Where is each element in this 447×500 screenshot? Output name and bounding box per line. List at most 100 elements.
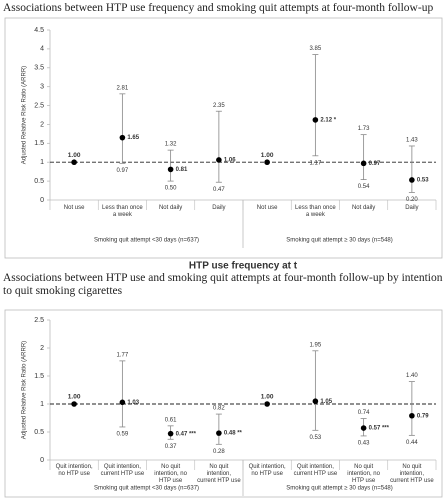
y-tick-label: 1.5	[34, 140, 44, 147]
y-tick-label: 2.5	[34, 102, 44, 109]
y-axis-title: Adjusted Relative Risk Ratio (ARRR)	[22, 341, 28, 439]
point	[216, 430, 222, 436]
x-tick-label: No quit intention, no HTP use	[154, 464, 187, 484]
x-tick-label: Quit intention, no HTP use	[55, 464, 93, 477]
value-label: 0.47 ***	[176, 431, 197, 437]
lower-label: 0.97	[117, 168, 129, 174]
value-label: 1.00	[68, 152, 81, 159]
upper-label: 2.35	[213, 103, 225, 109]
upper-label: 2.81	[117, 85, 129, 91]
y-tick-label: 2	[40, 345, 44, 352]
value-label: 0.81	[176, 167, 188, 173]
value-label: 1.65	[127, 135, 139, 141]
y-tick-label: 2	[40, 121, 44, 128]
lower-label: 0.54	[358, 184, 370, 190]
lower-label: 0.28	[213, 449, 225, 455]
upper-label: 0.74	[358, 410, 370, 416]
value-label: 0.48 **	[224, 431, 243, 437]
x-tick-label: Not use	[256, 205, 278, 211]
x-tick-label: No quit intention, current HTP use	[390, 464, 434, 484]
point	[312, 117, 319, 123]
group-label: Smoking quit attempt <30 days (n=637)	[94, 486, 199, 492]
upper-label: 0.82	[213, 406, 225, 412]
y-tick-label: 4	[40, 46, 44, 53]
lower-label: 0.59	[117, 432, 129, 438]
upper-label: 3.85	[310, 46, 322, 52]
x-tick-label: Quit intention, current HTP use	[293, 464, 338, 477]
value-label: 1.03	[127, 400, 139, 406]
point	[167, 430, 174, 437]
point	[71, 401, 77, 407]
y-tick-label: 0	[40, 197, 44, 204]
value-label: 0.53	[417, 178, 429, 184]
upper-label: 1.40	[406, 373, 418, 379]
lower-label: 0.47	[213, 187, 225, 193]
lower-label: 0.43	[358, 440, 370, 446]
x-tick-label: Not daily	[351, 205, 376, 211]
group-label: Smoking quit attempt <30 days (n=637)	[94, 238, 199, 244]
lower-label: 0.53	[310, 435, 322, 441]
value-label: 0.79	[417, 413, 429, 419]
value-label: 1.00	[261, 394, 274, 401]
x-tick-label: No quit intention, no HTP use	[347, 464, 380, 484]
group-label: Smoking quit attempt ≥ 30 days (n=548)	[286, 238, 393, 244]
upper-label: 1.43	[406, 138, 418, 144]
frame	[4, 309, 443, 498]
y-tick-label: 1	[40, 401, 44, 408]
upper-label: 0.61	[165, 417, 177, 423]
point	[264, 401, 270, 407]
upper-label: 1.32	[165, 142, 177, 148]
point	[409, 412, 415, 419]
y-tick-label: 3.5	[34, 65, 44, 72]
point	[360, 160, 367, 167]
upper-label: 1.95	[310, 342, 322, 348]
lower-label: 0.50	[165, 186, 177, 192]
lower-label: 1.17	[310, 160, 322, 166]
x-tick-label: Less than once a week	[295, 205, 336, 218]
point	[216, 157, 222, 163]
lower-label: 0.44	[406, 440, 418, 446]
point	[71, 159, 77, 166]
y-tick-label: 4.5	[34, 27, 44, 34]
chart-title: Associations between HTP use frequency a…	[3, 2, 434, 14]
value-label: 0.57 ***	[369, 426, 390, 432]
point	[409, 177, 415, 183]
x-tick-label: Quit intention, no HTP use	[248, 464, 286, 477]
x-tick-label: Daily	[405, 205, 419, 211]
point	[119, 399, 126, 406]
y-tick-label: 2.5	[34, 317, 44, 324]
x-axis-title: HTP use frequency at t	[189, 261, 298, 272]
y-tick-label: 0.5	[34, 429, 44, 436]
value-label: 1.05	[320, 399, 332, 405]
value-label: 2.12 *	[320, 117, 336, 123]
upper-label: 1.73	[358, 126, 370, 132]
x-tick-label: Quit intention, current HTP use	[100, 464, 145, 477]
y-tick-label: 1	[40, 159, 44, 166]
point	[264, 159, 270, 166]
y-axis-title: Adjusted Relative Risk Ratio (ARRR)	[22, 66, 28, 164]
frame	[4, 17, 443, 259]
point	[119, 134, 126, 141]
x-tick-label: No quit intention, current HTP use	[197, 464, 241, 484]
upper-label: 1.77	[117, 352, 129, 358]
y-tick-label: 3	[40, 84, 44, 91]
x-tick-label: Not use	[63, 205, 85, 211]
lower-label: 0.37	[165, 444, 177, 450]
point	[312, 398, 319, 405]
point	[360, 425, 367, 431]
point	[167, 166, 174, 173]
value-label: 0.97	[369, 161, 381, 167]
y-tick-label: 0	[40, 457, 44, 464]
chart-title: Associations between HTP use and smoking…	[3, 272, 443, 297]
lower-label: 0.20	[406, 197, 418, 203]
y-tick-label: 0.5	[34, 178, 44, 185]
value-label: 1.06	[224, 158, 236, 164]
value-label: 1.00	[68, 394, 81, 401]
y-tick-label: 1.5	[34, 373, 44, 380]
group-label: Smoking quit attempt ≥ 30 days (n=548)	[286, 486, 393, 492]
x-tick-label: Daily	[212, 205, 226, 211]
value-label: 1.00	[261, 152, 274, 159]
x-tick-label: Not daily	[158, 205, 183, 211]
